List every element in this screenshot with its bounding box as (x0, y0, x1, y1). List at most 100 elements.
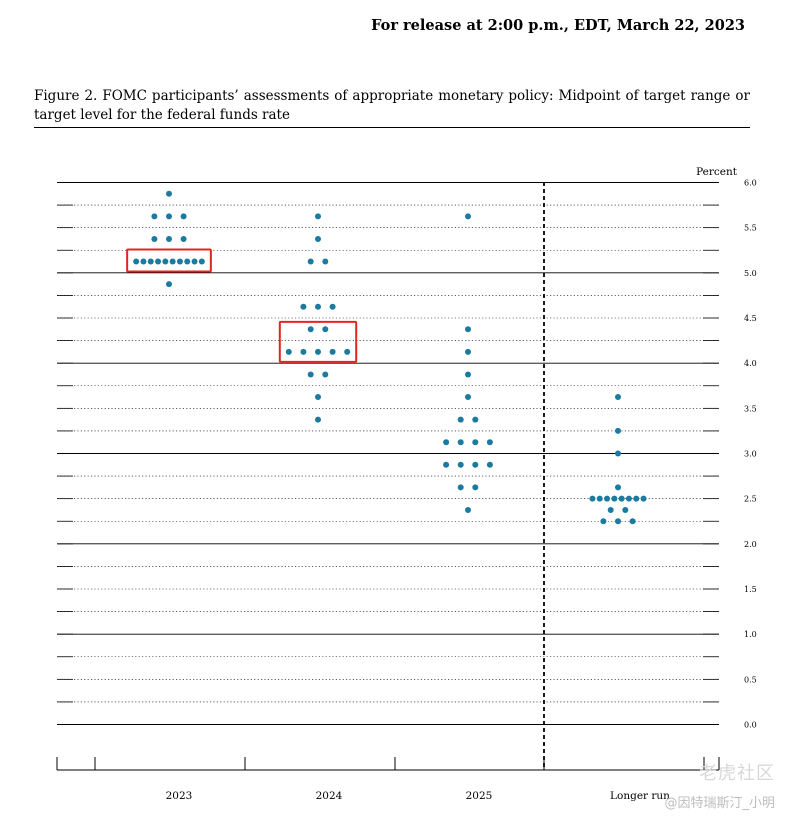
y-axis-unit-label: Percent (696, 166, 738, 178)
participant-dot (622, 506, 629, 513)
highlight-layer (126, 248, 358, 363)
participant-dot (465, 326, 471, 333)
participant-dot (615, 427, 621, 434)
participant-dot (633, 495, 640, 502)
participant-dot (465, 506, 471, 513)
participant-dot (615, 484, 621, 491)
participant-dot (486, 439, 493, 446)
participant-dot (151, 235, 158, 242)
participant-dot (162, 258, 169, 265)
participant-dot (180, 213, 187, 220)
participant-dot (315, 348, 321, 355)
participant-dot (611, 495, 618, 502)
participant-dot (315, 213, 321, 220)
participant-dot (472, 439, 479, 446)
participant-dot (329, 303, 336, 310)
participant-dot (315, 235, 321, 242)
x-category-label: Longer run (610, 790, 670, 802)
watermark-brand: 老虎社区 (699, 763, 775, 784)
participant-dot (315, 394, 321, 401)
y-tick-label: 5.0 (744, 269, 757, 278)
participant-dot (322, 371, 329, 378)
participant-dot (147, 258, 154, 265)
participant-dot (615, 450, 621, 457)
y-tick-label: 5.5 (744, 224, 757, 233)
participant-dot (140, 258, 147, 265)
participant-dot (600, 518, 607, 525)
participant-dot (615, 394, 621, 401)
participant-dot (443, 439, 450, 446)
participant-dot (322, 326, 329, 333)
participant-dot (465, 394, 471, 401)
participant-dot (198, 258, 205, 265)
y-tick-label: 1.0 (744, 630, 757, 639)
participant-dot (184, 258, 191, 265)
x-category-label: 2023 (166, 790, 193, 802)
y-tick-label: 0.0 (744, 721, 757, 730)
participant-dot (615, 518, 621, 525)
participant-dot (465, 348, 471, 355)
y-tick-label: 2.5 (744, 495, 757, 504)
participant-dot (457, 484, 464, 491)
participant-dot (629, 518, 636, 525)
axis-layer: 6.0 5.5 5.0 4.5 4.0 3.5 3.0 2.5 2.0 1.5 1.0 0.5 0.0 2… (56, 179, 757, 802)
y-tick-label: 4.0 (744, 359, 757, 368)
x-category-label: 2024 (316, 790, 343, 802)
participant-dot (618, 495, 625, 502)
participant-dot (465, 213, 471, 220)
y-tick-label: 6.0 (744, 179, 757, 188)
y-tick-label: 0.5 (744, 675, 757, 684)
participant-dot (596, 495, 603, 502)
participant-dot (457, 439, 464, 446)
caption-rule (34, 127, 750, 128)
participant-dot (191, 258, 198, 265)
participant-dot (465, 371, 471, 378)
participant-dot (166, 281, 172, 288)
participant-dot (151, 213, 158, 220)
participant-dot (155, 258, 162, 265)
participant-dot (443, 461, 450, 468)
participant-dot (133, 258, 140, 265)
participant-dot (604, 495, 611, 502)
y-tick-label: 2.0 (744, 540, 757, 549)
watermark-handle: @因特瑞斯汀_小明 (664, 796, 775, 811)
x-category-label: 2025 (466, 790, 493, 802)
y-tick-label: 3.0 (744, 450, 757, 459)
participant-dot (166, 213, 172, 220)
participant-dot (307, 326, 314, 333)
participant-dot (589, 495, 596, 502)
participant-dot (625, 495, 632, 502)
participant-dot (315, 303, 321, 310)
dots-layer (133, 190, 647, 525)
participant-dot (472, 484, 479, 491)
participant-dot (607, 506, 614, 513)
participant-dot (307, 371, 314, 378)
participant-dot (457, 461, 464, 468)
participant-dot (285, 348, 292, 355)
participant-dot (300, 348, 307, 355)
participant-dot (166, 190, 172, 197)
y-tick-label: 3.5 (744, 404, 757, 413)
grid-layer (57, 182, 719, 725)
participant-dot (472, 461, 479, 468)
y-tick-label: 4.5 (744, 314, 757, 323)
highlight-box (278, 320, 358, 363)
participant-dot (322, 258, 329, 265)
y-tick-label: 1.5 (744, 585, 757, 594)
highlight-box (126, 248, 212, 273)
participant-dot (166, 235, 172, 242)
participant-dot (486, 461, 493, 468)
participant-dot (169, 258, 176, 265)
participant-dot (307, 258, 314, 265)
participant-dot (300, 303, 307, 310)
participant-dot (457, 416, 464, 423)
release-notice: For release at 2:00 p.m., EDT, March 22,… (371, 17, 745, 34)
participant-dot (315, 416, 321, 423)
participant-dot (344, 348, 351, 355)
participant-dot (472, 416, 479, 423)
participant-dot (176, 258, 183, 265)
participant-dot (640, 495, 647, 502)
participant-dot (180, 235, 187, 242)
figure-caption: Figure 2. FOMC participants’ assessments… (34, 88, 750, 123)
